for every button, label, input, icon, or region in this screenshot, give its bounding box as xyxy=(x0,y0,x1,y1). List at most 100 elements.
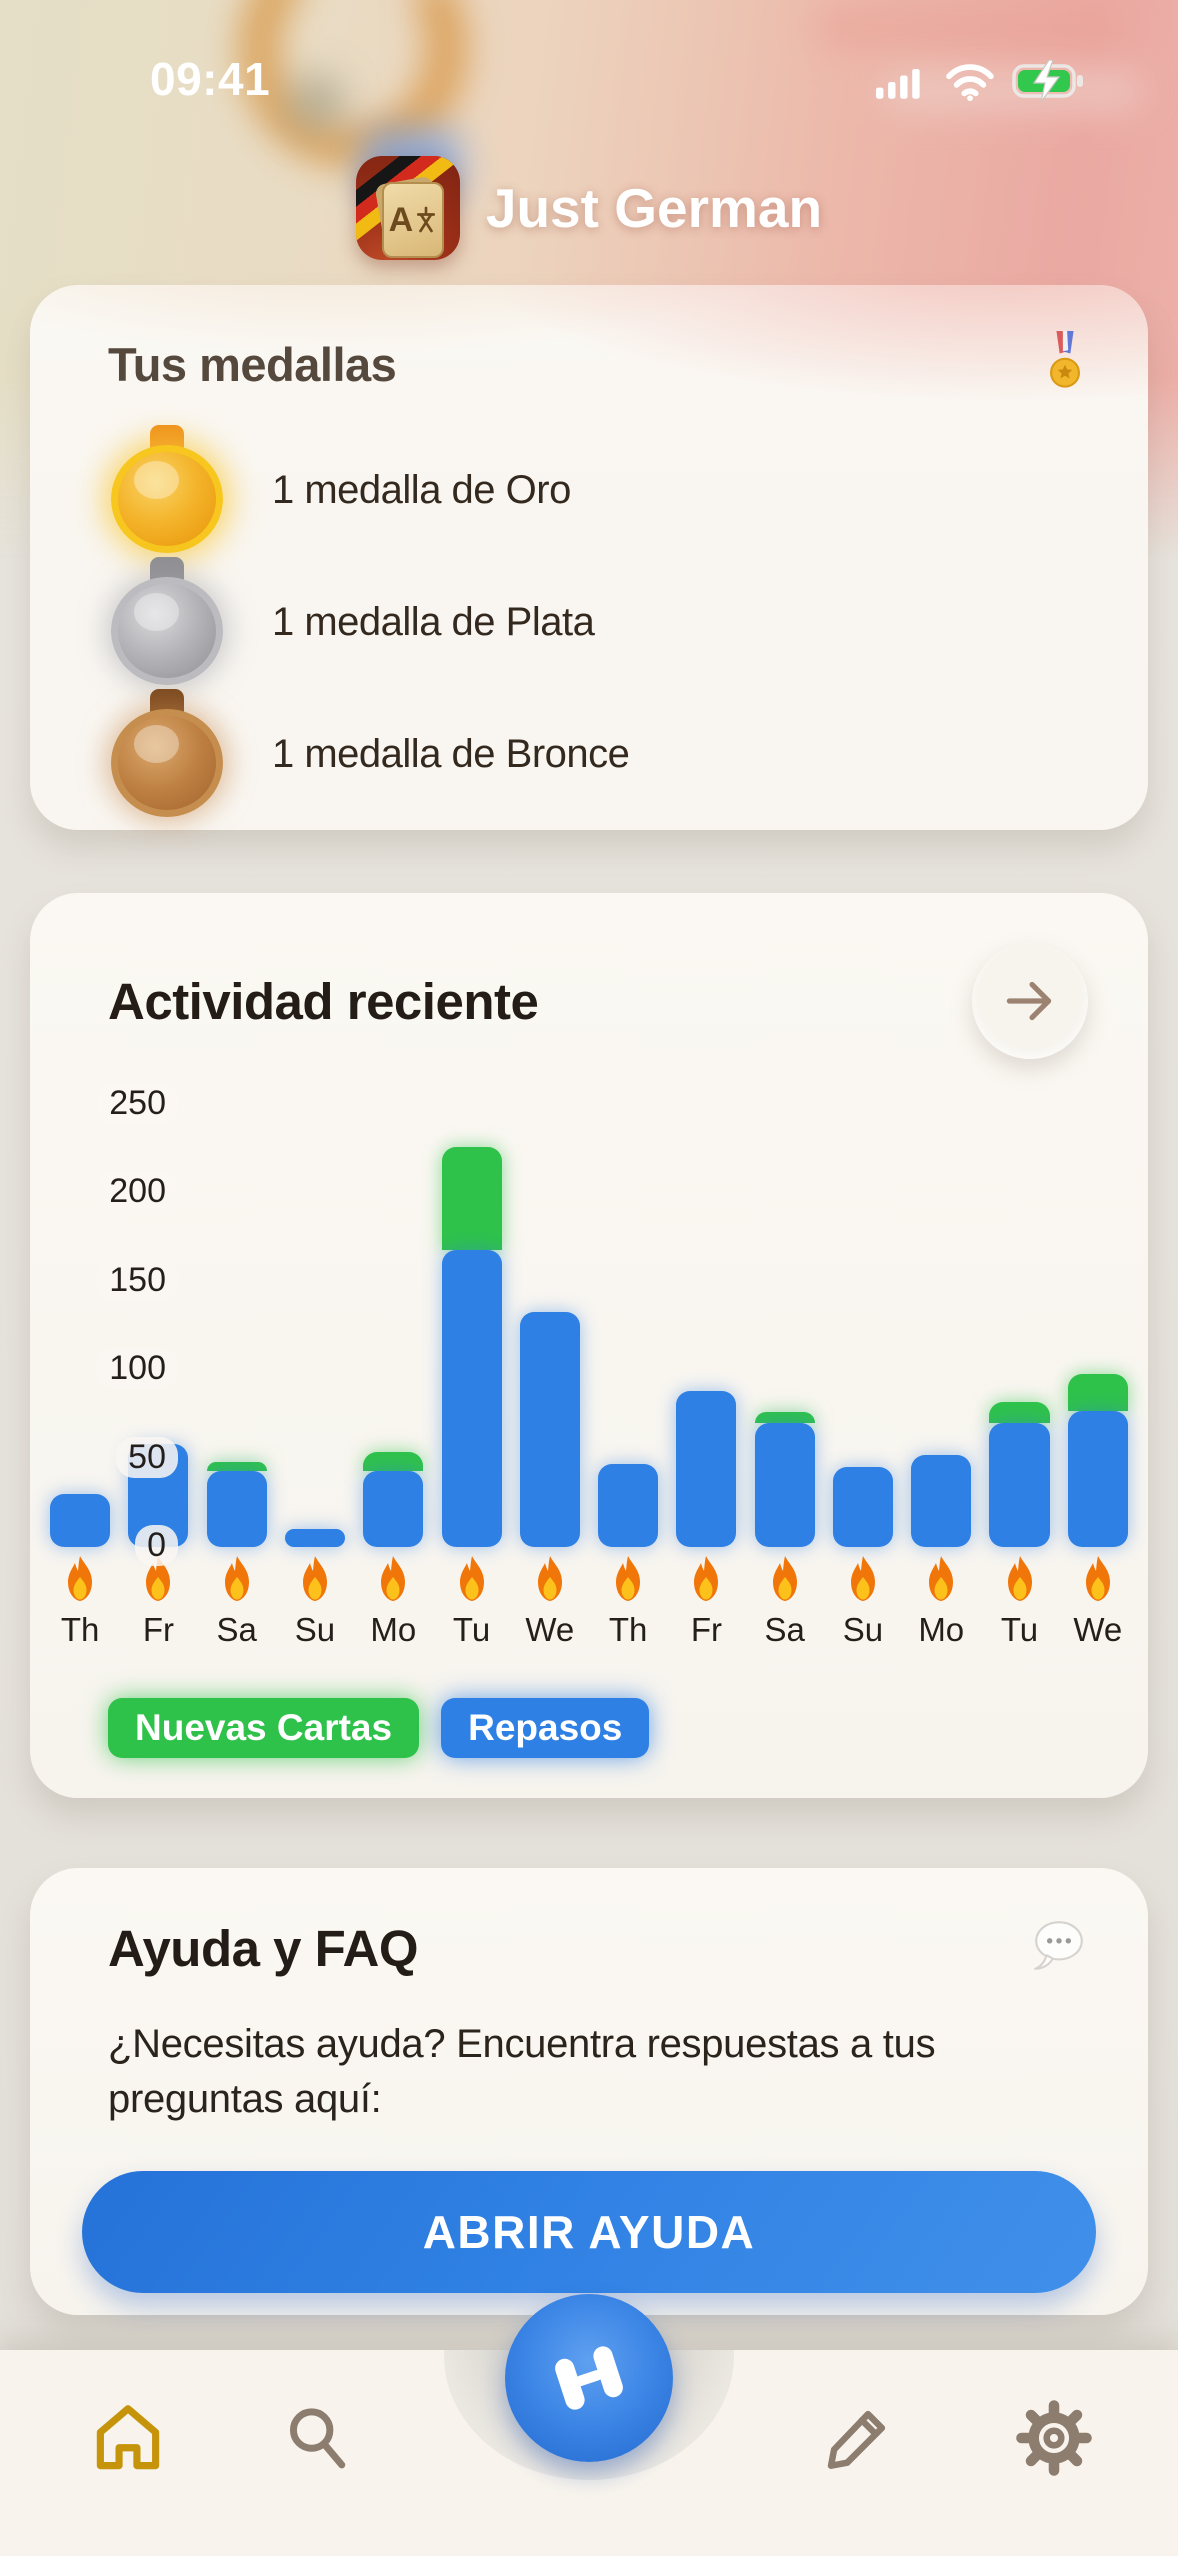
help-body-text: ¿Necesitas ayuda? Encuentra respuestas a… xyxy=(108,2022,936,2122)
activity-card-title: Actividad reciente xyxy=(108,972,539,1030)
pencil-icon xyxy=(827,2410,886,2469)
app-icon: A xyxy=(355,156,460,260)
day-label: Sa xyxy=(216,1611,257,1648)
bar-segment-nuevas xyxy=(206,1462,267,1471)
day-label: Th xyxy=(608,1611,648,1648)
chart-column: Sa xyxy=(203,1087,271,1649)
activity-chart: Th Fr Sa Su Mo Tu We Th Fr Sa Su Mo Tu We 0 50 100 150 20… xyxy=(44,1083,1134,1649)
tab-search[interactable] xyxy=(276,2396,360,2480)
gear-icon xyxy=(1016,2400,1092,2476)
day-label: Fr xyxy=(690,1611,722,1648)
flame-icon xyxy=(609,1555,647,1603)
chart-column: Tu xyxy=(985,1087,1053,1649)
activity-detail-button[interactable] xyxy=(972,943,1088,1059)
flashcard-glyphs: A xyxy=(381,182,444,258)
day-label: Mo xyxy=(918,1611,965,1648)
bar-segment-repasos xyxy=(676,1391,737,1547)
app-title: Just German xyxy=(485,177,823,239)
cjk-glyph xyxy=(417,206,436,233)
speech-bubble-icon xyxy=(1030,1918,1088,1979)
tab-home[interactable] xyxy=(86,2396,170,2480)
flame-icon xyxy=(687,1555,725,1603)
chart-column: Mo xyxy=(907,1087,975,1649)
status-time: 09:41 xyxy=(150,53,271,105)
day-label: Sa xyxy=(764,1611,805,1648)
sports-medal-emoji-icon xyxy=(1042,331,1088,398)
help-card-title: Ayuda y FAQ xyxy=(108,1920,419,1977)
day-label: Tu xyxy=(1000,1611,1039,1648)
chart-column: Th xyxy=(594,1087,662,1649)
day-label: Th xyxy=(60,1611,100,1648)
chart-column: Su xyxy=(281,1087,349,1649)
medals-card-title: Tus medallas xyxy=(108,338,397,391)
chart-column: We xyxy=(1064,1087,1132,1649)
chart-legend: Nuevas Cartas Repasos xyxy=(108,1698,650,1758)
bar-segment-repasos xyxy=(832,1467,893,1547)
bar-segment-repasos xyxy=(989,1423,1050,1547)
day-label: We xyxy=(525,1611,575,1648)
flame-icon xyxy=(61,1555,99,1603)
bar-segment-nuevas xyxy=(363,1452,424,1471)
medal-row-bronze: 1 medalla de Bronce xyxy=(108,688,1088,820)
tab-edit[interactable] xyxy=(816,2396,900,2480)
dumbbell-icon xyxy=(555,2346,623,2410)
flame-icon xyxy=(844,1555,882,1603)
flame-icon xyxy=(453,1555,491,1603)
tab-settings[interactable] xyxy=(1012,2396,1096,2480)
silver-medal-label: 1 medalla de Plata xyxy=(272,599,595,644)
gold-medal-icon xyxy=(108,425,226,555)
bronze-medal-label: 1 medalla de Bronce xyxy=(272,731,630,776)
day-label: Mo xyxy=(370,1611,417,1648)
bar-segment-repasos xyxy=(363,1471,424,1547)
chart-columns: Th Fr Sa Su Mo Tu We Th Fr Sa Su Mo Tu We xyxy=(44,1087,1134,1649)
chart-column: Th xyxy=(46,1087,114,1649)
wifi-icon xyxy=(944,62,996,107)
flame-icon xyxy=(139,1555,177,1603)
flame-icon xyxy=(922,1555,960,1603)
bar-segment-nuevas xyxy=(441,1147,502,1250)
bar-segment-repasos xyxy=(1067,1411,1128,1547)
legend-repasos[interactable]: Repasos xyxy=(441,1698,650,1758)
flame-icon xyxy=(766,1555,804,1603)
activity-card: Actividad reciente Th Fr Sa Su Mo Tu We Th Fr Sa S… xyxy=(30,893,1148,1798)
bar-segment-repasos xyxy=(441,1250,502,1547)
bar-segment-repasos xyxy=(754,1423,815,1547)
chart-column: Sa xyxy=(751,1087,819,1649)
chart-column: We xyxy=(516,1087,584,1649)
medals-card: Tus medallas 1 medalla de Oro 1 medalla … xyxy=(30,285,1148,830)
chart-column: Fr xyxy=(672,1087,740,1649)
bar-segment-nuevas xyxy=(754,1412,815,1423)
app-header: A Just German xyxy=(0,156,1178,260)
bar-segment-repasos xyxy=(50,1494,111,1547)
day-label: We xyxy=(1073,1611,1123,1648)
open-help-button[interactable]: ABRIR AYUDA xyxy=(82,2171,1096,2294)
bar-segment-nuevas xyxy=(989,1402,1050,1423)
gold-medal-label: 1 medalla de Oro xyxy=(272,467,571,512)
bar-segment-repasos xyxy=(519,1312,580,1547)
day-label: Tu xyxy=(452,1611,491,1648)
bar-segment-nuevas xyxy=(1067,1374,1128,1411)
flame-icon xyxy=(1079,1555,1117,1603)
medal-row-silver: 1 medalla de Plata xyxy=(108,556,1088,688)
bar-segment-repasos xyxy=(911,1455,972,1547)
search-icon xyxy=(289,2408,346,2469)
flame-icon xyxy=(1001,1555,1039,1603)
status-bar: 09:41 xyxy=(0,52,1178,116)
chart-column: Tu xyxy=(437,1087,505,1649)
legend-nuevas-cartas[interactable]: Nuevas Cartas xyxy=(108,1698,420,1758)
bar-segment-repasos xyxy=(284,1529,346,1547)
flame-icon xyxy=(374,1555,412,1603)
arrow-right-icon xyxy=(1006,981,1052,1021)
day-label: Fr xyxy=(142,1611,174,1648)
chart-column: Fr xyxy=(124,1087,192,1649)
day-label: Su xyxy=(842,1611,884,1648)
wallpaper-pink-blob xyxy=(813,6,1123,50)
bronze-medal-icon xyxy=(108,689,226,819)
bar-segment-repasos xyxy=(206,1471,267,1547)
medal-row-gold: 1 medalla de Oro xyxy=(108,424,1088,556)
day-label: Su xyxy=(294,1611,336,1648)
help-card: Ayuda y FAQ ¿Necesitas ayuda? Encuentra … xyxy=(30,1868,1148,2315)
bar-segment-repasos xyxy=(128,1444,189,1547)
silver-medal-icon xyxy=(108,557,226,687)
practice-button[interactable] xyxy=(505,2294,673,2462)
